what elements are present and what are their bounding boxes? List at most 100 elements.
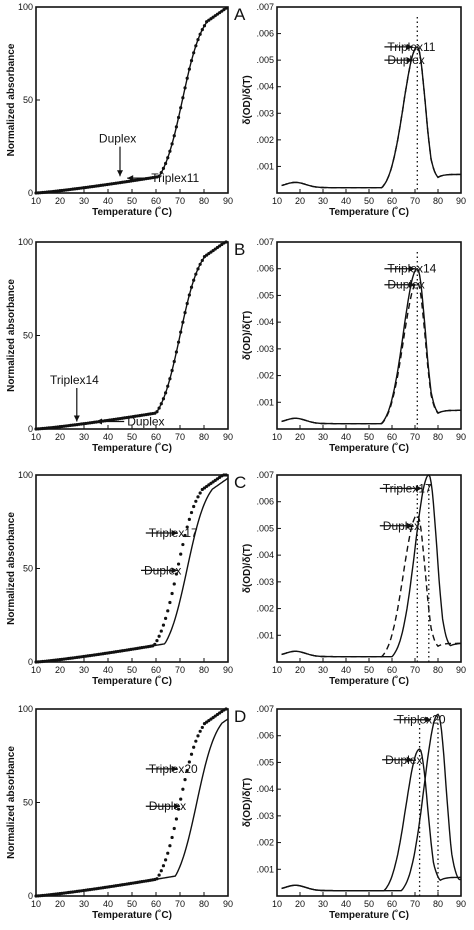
- panel-B-abs-xtick-label: 90: [223, 432, 233, 442]
- panel-C-deriv-xtick-label: 60: [387, 665, 397, 675]
- panel-B-letter: B: [234, 240, 245, 259]
- panel-C-abs-series-triplex17-point: [187, 517, 191, 522]
- panel-D-abs-series-duplex: [35, 718, 229, 897]
- panel-C-deriv-xtick-label: 30: [318, 665, 328, 675]
- panel-C-deriv-xtick-label: 80: [433, 665, 443, 675]
- panel-D-deriv-xtick-label: 80: [433, 899, 443, 909]
- panel-D-abs-series-triplex20-point: [157, 873, 161, 877]
- panel-A-abs-annotation-duplex-arrowhead: [117, 170, 123, 177]
- panel-D-abs-xtick-label: 80: [199, 899, 209, 909]
- panel-C-abs-xtick-label: 30: [79, 665, 89, 675]
- panel-A-abs-ytick-label: 50: [23, 95, 33, 105]
- panel-C-abs-xtick-label: 80: [199, 665, 209, 675]
- panel-A-deriv-ytick-label: .002: [256, 135, 274, 145]
- panel-D-deriv-xtick-label: 10: [272, 899, 282, 909]
- panel-D-abs-series-triplex20-point: [172, 826, 176, 831]
- panel-A-abs-xtick-label: 40: [103, 196, 113, 206]
- panel-D-abs-xtick-label: 90: [223, 899, 233, 909]
- panel-A-abs-xlabel: Temperature (˚C): [92, 206, 172, 218]
- panel-A-deriv-ylabel: δ(OD)/δ(T): [242, 75, 253, 124]
- panel-A-abs-ylabel: Normalized absorbance: [6, 43, 17, 156]
- panel-D-abs-series-triplex20-point: [192, 745, 196, 749]
- panel-C-abs-series-triplex17-point: [181, 542, 185, 547]
- panel-B-deriv-series-triplex14: [281, 267, 461, 425]
- panel-B-deriv-xtick-label: 90: [456, 432, 466, 442]
- panel-D-abs-series-triplex20-point: [168, 844, 172, 848]
- panel-C-deriv-ytick-label: .002: [256, 604, 274, 614]
- panel-A-abs-annotation-duplex-label: Duplex: [99, 132, 136, 146]
- panel-C-deriv-ytick-label: .006: [256, 497, 274, 507]
- panel-D-abs-ytick-label: 100: [18, 704, 33, 714]
- panel-B-deriv-ytick-label: .005: [256, 290, 274, 300]
- panel-C-deriv-xtick-label: 90: [456, 665, 466, 675]
- panel-A-deriv-xlabel: Temperature (˚C): [329, 206, 409, 218]
- panel-D-deriv-ylabel: δ(OD)/δ(T): [242, 778, 253, 827]
- panel-D-deriv-ytick-label: .001: [256, 864, 274, 874]
- panel-A-absorbance: 10 20 30 40 50 60 70 80 90 0 50 100 Temperature (˚C)…: [6, 2, 233, 218]
- panel-A-abs-xtick-label: 10: [31, 196, 41, 206]
- panel-D-abs-xtick-label: 60: [151, 899, 161, 909]
- panel-B-deriv-ytick-label: .002: [256, 371, 274, 381]
- panel-C-deriv-ytick-label: .001: [256, 630, 274, 640]
- panel-D-abs-series-triplex20-point: [183, 778, 187, 782]
- panel-C-deriv-xtick-label: 20: [295, 665, 305, 675]
- panel-C-abs-ytick-label: 100: [18, 470, 33, 480]
- panel-D-abs-series-triplex20-point: [176, 807, 181, 811]
- panel-A-deriv-ytick-label: .001: [256, 161, 274, 171]
- panel-B-abs-annotation-duplex-label: Duplex: [127, 415, 164, 429]
- panel-D-abs-annotation-triplex20-arrowhead: [171, 765, 178, 772]
- panel-B-abs-xtick-label: 50: [127, 432, 137, 442]
- panel-D-abs-series-triplex20-point: [170, 835, 174, 840]
- panel-B-abs-annotation-duplex-arrowhead: [96, 418, 102, 425]
- panel-C-deriv-xtick-label: 70: [410, 665, 420, 675]
- panel-A-deriv-annotation-triplex11-arrowhead: [406, 43, 413, 50]
- panel-D-abs-series-triplex20-point: [189, 752, 194, 756]
- panel-C-deriv-ytick-label: .005: [256, 523, 274, 533]
- panel-B-abs-annotation-triplex14-label: Triplex14: [50, 373, 99, 387]
- panel-C-deriv-annotation-duplex-arrowhead: [406, 522, 413, 529]
- panel-B-deriv-ytick-label: .004: [256, 317, 274, 327]
- panel-A-abs-xtick-label: 30: [79, 196, 89, 206]
- panel-A-abs-xtick-label: 60: [151, 196, 161, 206]
- panel-C-deriv-series-triplex17: [281, 474, 462, 658]
- panel-B-abs-ytick-label: 0: [28, 424, 33, 434]
- panel-D-abs-xlabel: Temperature (˚C): [92, 909, 172, 921]
- panel-B-abs-xlabel: Temperature (˚C): [92, 442, 172, 454]
- panel-D-abs-series-triplex20-point: [181, 787, 185, 791]
- panel-A-abs-ytick-label: 100: [18, 2, 33, 12]
- panel-C-abs-series-triplex17-point: [183, 533, 187, 538]
- panel-A-deriv-ytick-label: .003: [256, 108, 274, 118]
- panel-B-abs-ylabel: Normalized absorbance: [6, 279, 17, 392]
- panel-B-abs-xtick-label: 30: [79, 432, 89, 442]
- panel-D-deriv-xtick-label: 70: [410, 899, 420, 909]
- panel-D-abs-frame: [35, 708, 229, 897]
- panel-D-abs-series-triplex20-point: [224, 707, 228, 711]
- panel-B-deriv-xtick-label: 80: [433, 432, 443, 442]
- panel-A-abs-xtick-label: 20: [55, 196, 65, 206]
- panel-D-abs-xtick-label: 70: [175, 899, 185, 909]
- panel-C-deriv-ytick-label: .007: [256, 470, 274, 480]
- panel-C-abs-series-triplex17-point: [161, 623, 166, 627]
- panel-C-abs-series-triplex17-point: [185, 525, 189, 529]
- panel-D-absorbance: 10 20 30 40 50 60 70 80 90 0 50 100 Temperature (˚C)…: [6, 704, 233, 921]
- panel-C-deriv-xlabel: Temperature (˚C): [329, 675, 409, 687]
- panel-C-abs-series-triplex17-point: [166, 609, 170, 613]
- panel-B-deriv-xlabel: Temperature (˚C): [329, 442, 409, 454]
- panel-D-deriv-xtick-label: 60: [387, 899, 397, 909]
- panel-B-abs-ytick-label: 50: [23, 331, 33, 341]
- panel-C-abs-series-triplex17-point: [172, 582, 176, 586]
- panel-D-abs-series-triplex20-point: [166, 851, 170, 855]
- panel-D-derivative: 10 20 30 40 50 60 70 80 90 .001 .002 .003 .004 .005 .0…: [242, 704, 466, 921]
- panel-A-deriv-xtick-label: 60: [387, 196, 397, 206]
- panel-C-abs-series-triplex17-point: [198, 491, 202, 495]
- panel-D-abs-ylabel: Normalized absorbance: [6, 746, 17, 859]
- panel-B-abs-xtick-label: 40: [103, 432, 113, 442]
- panel-D-abs-series-triplex20: [34, 707, 228, 898]
- panel-A-letter: A: [234, 5, 246, 24]
- panel-B-deriv-xtick-label: 50: [364, 432, 374, 442]
- panel-C-abs-series-triplex17-point: [164, 616, 168, 620]
- panel-D-deriv-ytick-label: .006: [256, 731, 274, 741]
- panel-B-abs-xtick-label: 80: [199, 432, 209, 442]
- panel-C-deriv-xtick-label: 40: [341, 665, 351, 675]
